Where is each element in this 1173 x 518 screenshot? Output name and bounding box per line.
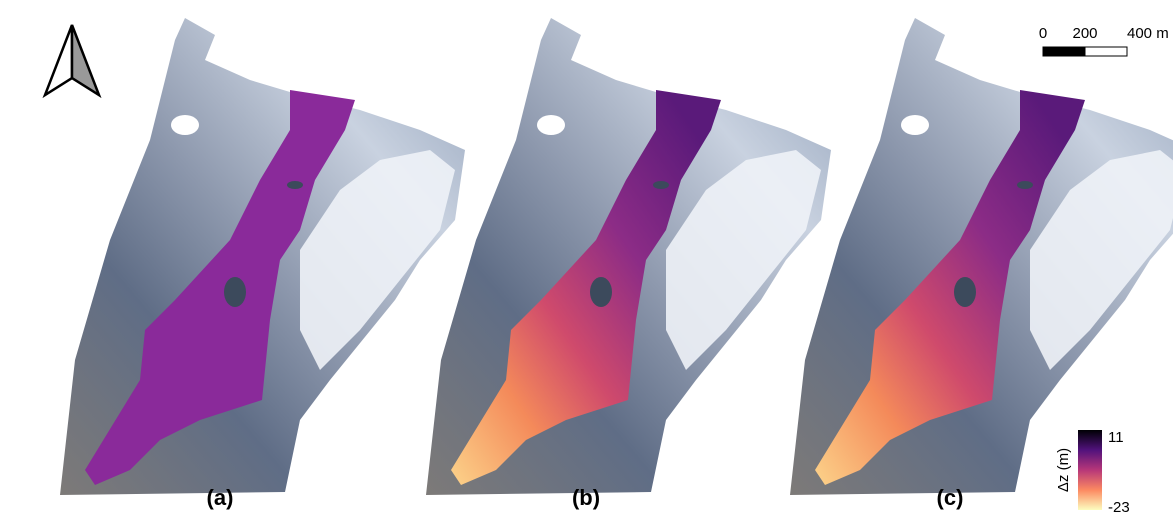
scale-label: 0 [1039,25,1047,42]
scale-label: 400 m [1127,25,1169,42]
glacier [451,90,721,485]
colorbar-min: -23 [1108,499,1130,516]
nunatak [590,277,612,307]
north-arrow-left [42,24,74,99]
lake [171,115,199,135]
nunatak [653,181,669,189]
snow [1030,150,1173,370]
panel-label: (a) [207,485,234,510]
lake [901,115,929,135]
colorbar-ramp [1078,430,1102,510]
nunatak [1017,181,1033,189]
glacier [815,90,1085,485]
north-arrow [42,24,102,99]
colorbar-label: Δz (m) [1055,448,1072,492]
panel-label: (b) [572,485,600,510]
north-arrow-right [70,24,102,99]
snow [666,150,821,370]
nunatak [954,277,976,307]
scale-bar: 0 200 400 m [1039,25,1169,57]
scale-black [1042,46,1086,57]
map-panel: (b) [426,18,831,510]
glacier [85,90,355,485]
colorbar-max: 11 [1108,429,1124,446]
panel-label: (c) [937,485,964,510]
nunatak [287,181,303,189]
colorbar: 11 -23 Δz (m) [1055,429,1130,516]
nunatak [224,277,246,307]
map-panel: (c) [790,18,1173,510]
scale-white [1084,46,1128,57]
scale-label: 200 [1072,25,1097,42]
map-panel: (a) [60,18,465,510]
lake [537,115,565,135]
snow [300,150,455,370]
